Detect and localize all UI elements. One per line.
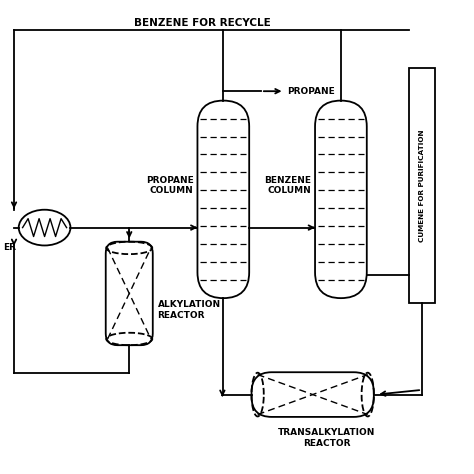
Text: BENZENE FOR RECYCLE: BENZENE FOR RECYCLE xyxy=(134,18,271,28)
Text: PROPANE
COLUMN: PROPANE COLUMN xyxy=(146,175,194,195)
Text: ALKYLATION
REACTOR: ALKYLATION REACTOR xyxy=(157,300,220,319)
FancyBboxPatch shape xyxy=(106,242,153,345)
Ellipse shape xyxy=(18,210,71,246)
Text: ER: ER xyxy=(3,243,17,252)
Text: CUMENE FOR PURIFICATION: CUMENE FOR PURIFICATION xyxy=(419,129,425,242)
Bar xyxy=(409,68,435,303)
FancyBboxPatch shape xyxy=(198,100,249,298)
FancyBboxPatch shape xyxy=(252,372,374,417)
Text: TRANSALKYLATION
REACTOR: TRANSALKYLATION REACTOR xyxy=(278,428,375,448)
FancyBboxPatch shape xyxy=(315,100,367,298)
Text: PROPANE: PROPANE xyxy=(287,87,335,96)
Text: BENZENE
COLUMN: BENZENE COLUMN xyxy=(264,175,311,195)
